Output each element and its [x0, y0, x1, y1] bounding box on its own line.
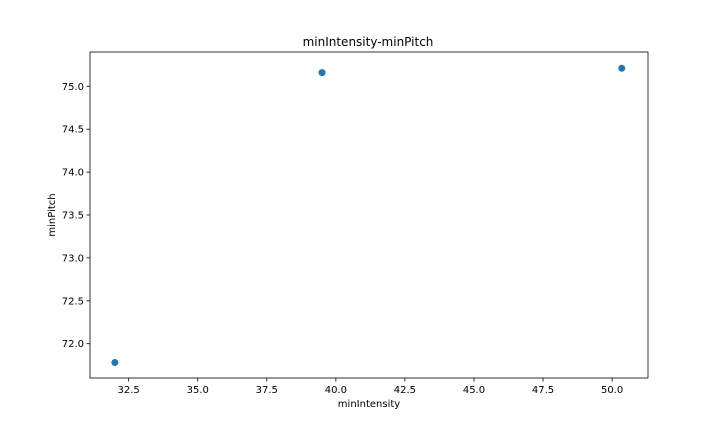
- x-tick-label: 47.5: [532, 385, 554, 396]
- y-tick-label: 75.0: [62, 82, 84, 93]
- y-axis-label: minPitch: [47, 193, 58, 236]
- data-points: [111, 64, 626, 367]
- chart-title: minIntensity-minPitch: [303, 35, 434, 49]
- x-tick-label: 32.5: [118, 385, 140, 396]
- x-tick-label: 35.0: [187, 385, 209, 396]
- y-tick-label: 72.5: [62, 296, 84, 307]
- y-tick-label: 73.5: [62, 211, 84, 222]
- y-tick-label: 72.0: [62, 339, 84, 350]
- x-tick-label: 50.0: [601, 385, 623, 396]
- x-tick-label: 37.5: [256, 385, 278, 396]
- x-tick-label: 45.0: [463, 385, 485, 396]
- y-tick-label: 74.5: [62, 125, 84, 136]
- y-tick-label: 73.0: [62, 253, 84, 264]
- x-ticks: 32.5 35.0 37.5 40.0 42.5 45.0 47.5 50.0: [118, 378, 623, 396]
- data-point: [111, 359, 119, 367]
- y-tick-label: 74.0: [62, 168, 84, 179]
- data-point: [618, 64, 626, 72]
- data-point: [318, 69, 326, 77]
- x-tick-label: 40.0: [325, 385, 347, 396]
- plot-frame: [89, 51, 649, 379]
- y-ticks: 72.0 72.5 73.0 73.5 74.0 74.5 75.0: [62, 82, 90, 350]
- x-tick-label: 42.5: [394, 385, 416, 396]
- x-axis-label: minIntensity: [338, 399, 400, 410]
